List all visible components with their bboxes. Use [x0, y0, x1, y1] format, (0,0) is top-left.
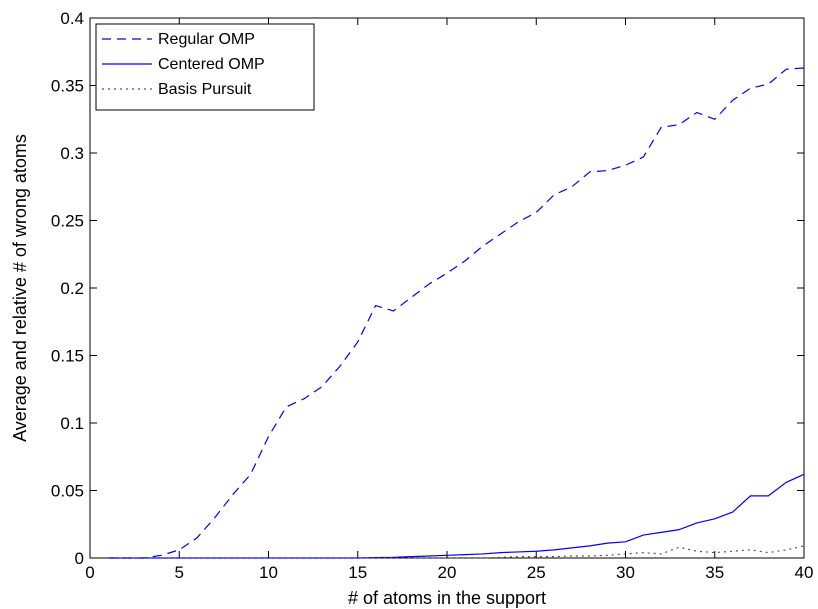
legend-label: Basis Pursuit [158, 81, 252, 98]
x-tick-label: 0 [85, 563, 94, 582]
series-line-regular-omp [107, 67, 805, 559]
x-tick-label: 5 [175, 563, 184, 582]
y-axis-title: Average and relative # of wrong atoms [10, 134, 30, 442]
x-tick-label: 15 [348, 563, 367, 582]
legend-box [95, 23, 315, 111]
x-tick-label: 25 [527, 563, 546, 582]
series-line-centered-omp [107, 473, 805, 559]
axis-ticks: 0 5 10 15 20 25 30 35 40 0 0.05 0.1 0.15 0.2 0.25 0.3 0.… [51, 9, 814, 582]
x-tick-label: 35 [705, 563, 724, 582]
legend-label: Centered OMP [158, 56, 265, 73]
x-tick-label: 40 [795, 563, 814, 582]
y-tick-label: 0.15 [51, 347, 84, 366]
y-tick-label: 0.05 [51, 482, 84, 501]
legend-label: Regular OMP [158, 31, 255, 48]
x-tick-label: 20 [438, 563, 457, 582]
x-tick-label: 10 [259, 563, 278, 582]
y-tick-label: 0 [75, 549, 84, 568]
legend: Regular OMP Centered OMP Basis Pursuit [95, 23, 315, 111]
y-tick-label: 0.4 [60, 9, 84, 28]
y-tick-label: 0.3 [60, 144, 84, 163]
series-lines [107, 67, 805, 559]
x-tick-label: 30 [616, 563, 635, 582]
y-tick-label: 0.2 [60, 279, 84, 298]
y-tick-label: 0.1 [60, 414, 84, 433]
series-line-basis-pursuit [107, 545, 805, 559]
x-axis-title: # of atoms in the support [348, 588, 546, 608]
y-tick-label: 0.25 [51, 212, 84, 231]
y-tick-label: 0.35 [51, 77, 84, 96]
